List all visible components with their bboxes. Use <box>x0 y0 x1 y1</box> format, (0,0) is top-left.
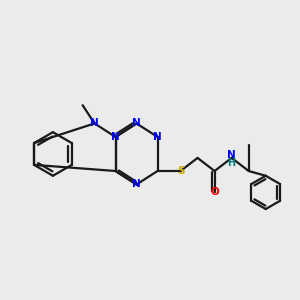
Text: N: N <box>153 132 162 142</box>
Text: H: H <box>228 158 236 169</box>
Text: N: N <box>111 132 120 142</box>
Text: N: N <box>227 150 236 160</box>
Text: O: O <box>210 188 219 197</box>
Text: N: N <box>90 118 99 128</box>
Text: N: N <box>132 179 141 190</box>
Text: N: N <box>132 118 141 128</box>
Text: S: S <box>177 166 184 176</box>
